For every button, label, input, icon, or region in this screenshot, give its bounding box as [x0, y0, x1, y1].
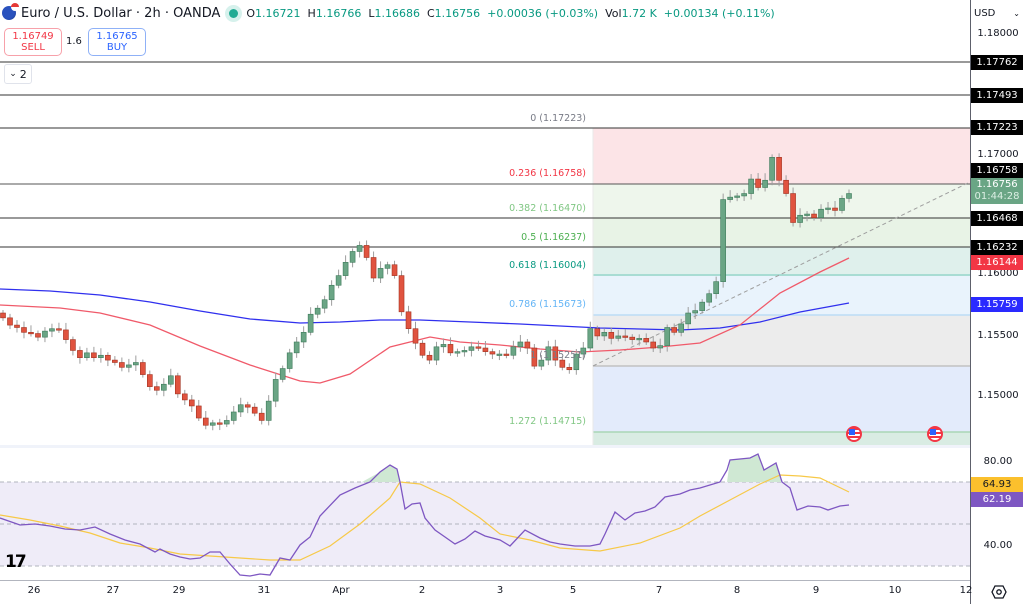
sell-label: SELL: [21, 42, 45, 53]
time-tick: 27: [106, 585, 120, 596]
market-open-status-icon: [229, 8, 239, 18]
price-tag: 1.16758: [971, 163, 1023, 178]
volume-value: 1.72 K: [621, 6, 657, 20]
time-tick: 31: [257, 585, 271, 596]
fibonacci-retracement[interactable]: [592, 128, 970, 445]
ohlc-values: O1.16721 H1.16766 L1.16686 C1.16756 +0.0…: [246, 6, 775, 20]
chart-header: Euro / U.S. Dollar · 2h · OANDA O1.16721…: [0, 0, 970, 26]
time-tick: 8: [733, 585, 741, 596]
symbol-title[interactable]: Euro / U.S. Dollar · 2h · OANDA: [21, 5, 221, 21]
price-tag: 1.17223: [971, 120, 1023, 135]
price-tag: 1.17762: [971, 55, 1023, 70]
price-tag: 1.16232: [971, 240, 1023, 255]
rsi-value-tag: 62.19: [971, 492, 1023, 507]
time-tick: 3: [496, 585, 504, 596]
ma-blue-line: [0, 288, 850, 331]
price-tick: 1.15000: [977, 390, 1019, 401]
time-tick: 26: [27, 585, 41, 596]
price-tick: 1.17000: [977, 149, 1019, 160]
time-tick: 7: [655, 585, 663, 596]
price-chart[interactable]: 0 (1.17223) 0.236 (1.16758) 0.382 (1.164…: [0, 0, 970, 580]
currency-selector[interactable]: USD ⌄: [974, 7, 1020, 19]
us-economic-event-icon[interactable]: [846, 426, 862, 442]
settings-gear-icon[interactable]: [991, 584, 1007, 600]
rsi-signal-line: [0, 474, 850, 561]
svg-text:1 (1.15251): 1 (1.15251): [530, 350, 586, 361]
open-value: 1.16721: [255, 6, 301, 20]
change-value: +0.00036 (+0.03%): [487, 6, 599, 20]
time-tick: 2: [418, 585, 426, 596]
time-tick: 12: [959, 585, 973, 596]
price-tag: 1.17493: [971, 88, 1023, 103]
last-price-tag: 1.16756 01:44:28: [971, 178, 1023, 204]
rsi-pane[interactable]: [0, 448, 970, 580]
svg-text:0.382 (1.16470): 0.382 (1.16470): [509, 203, 586, 214]
us-economic-event-icon[interactable]: [927, 426, 943, 442]
svg-text:0.5 (1.16237): 0.5 (1.16237): [521, 232, 586, 243]
buy-price: 1.16765: [96, 31, 138, 42]
collapse-indicators-button[interactable]: ⌄ 2: [4, 64, 32, 84]
bar-countdown: 01:44:28: [974, 191, 1020, 202]
low-value: 1.16686: [374, 6, 420, 20]
rsi-tick: 80.00: [983, 456, 1013, 467]
rsi-tick: 40.00: [983, 540, 1013, 551]
spread-value: 1.6: [66, 36, 82, 47]
fib-labels: 0 (1.17223) 0.236 (1.16758) 0.382 (1.164…: [509, 113, 586, 427]
time-tick: 5: [569, 585, 577, 596]
buy-button[interactable]: 1.16765 BUY: [88, 28, 146, 56]
svg-text:0.236 (1.16758): 0.236 (1.16758): [509, 168, 586, 179]
sell-button[interactable]: 1.16749 SELL: [4, 28, 62, 56]
tradingview-logo[interactable]: 17: [5, 552, 27, 572]
price-tick: 1.18000: [977, 28, 1019, 39]
buy-label: BUY: [106, 42, 128, 53]
svg-text:0 (1.17223): 0 (1.17223): [530, 113, 586, 124]
rsi-line: [0, 453, 850, 577]
ma-red-line: [0, 257, 850, 384]
time-axis[interactable]: [0, 580, 970, 605]
svg-text:0.786 (1.15673): 0.786 (1.15673): [509, 299, 586, 310]
svg-text:1.272 (1.14715): 1.272 (1.14715): [509, 416, 586, 427]
chevron-down-icon: ⌄: [9, 69, 17, 79]
close-value: 1.16756: [434, 6, 481, 20]
ma-blue-price-tag: 1.15759: [971, 297, 1023, 312]
price-tick: 1.15500: [977, 330, 1019, 341]
high-value: 1.16766: [315, 6, 362, 20]
time-tick: Apr: [332, 585, 350, 596]
rsi-signal-tag: 64.93: [971, 477, 1023, 492]
time-tick: 9: [812, 585, 820, 596]
chevron-down-icon: ⌄: [1013, 8, 1020, 18]
time-tick: 10: [888, 585, 902, 596]
time-tick: 29: [172, 585, 186, 596]
eurusd-flag-icon: [2, 3, 19, 20]
ma-red-price-tag: 1.16144: [971, 255, 1023, 270]
change2-value: +0.00134 (+0.11%): [663, 6, 775, 20]
svg-text:0.618 (1.16004): 0.618 (1.16004): [509, 260, 586, 271]
price-tick: 1.16000: [977, 268, 1019, 279]
horizontal-lines[interactable]: [0, 61, 970, 248]
price-tag: 1.16468: [971, 211, 1023, 226]
sell-price: 1.16749: [12, 31, 54, 42]
pane-separator[interactable]: [0, 445, 970, 448]
candlesticks: [0, 153, 852, 431]
